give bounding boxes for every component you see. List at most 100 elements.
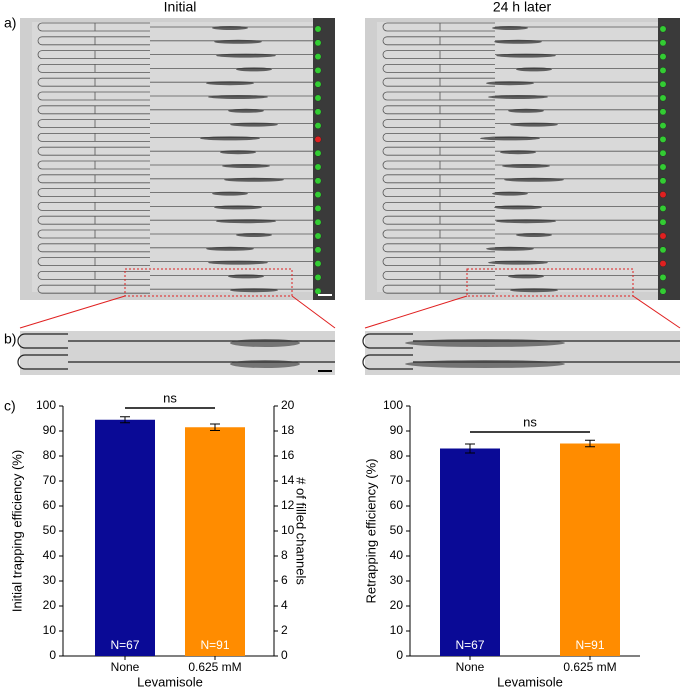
y2-tick-label: 6 <box>281 573 288 587</box>
x-axis-label: Levamisole <box>497 674 563 688</box>
channel-status <box>314 122 322 130</box>
y2-tick-label: 4 <box>281 598 288 612</box>
y-tick-label: 100 <box>383 398 403 412</box>
channel-status <box>314 80 322 88</box>
zoom-image <box>20 331 335 375</box>
image-title: Initial <box>164 0 197 15</box>
zoom-image <box>365 331 680 375</box>
worm <box>492 26 528 30</box>
worm <box>214 39 262 44</box>
worm <box>236 67 272 72</box>
zoom-line <box>364 295 468 329</box>
worm <box>208 260 268 265</box>
scale-bar <box>318 370 332 372</box>
y2-tick-label: 20 <box>281 398 295 412</box>
worm <box>488 95 548 99</box>
channel-status <box>314 39 322 47</box>
y2-axis-label: # of filled channels <box>294 477 309 585</box>
channel-status <box>314 177 322 185</box>
worm <box>228 274 264 279</box>
channel-status <box>314 53 322 60</box>
channel-status <box>659 218 667 226</box>
y-tick-label: 10 <box>390 623 404 637</box>
worm <box>236 233 272 237</box>
channel-status <box>659 177 667 185</box>
zoom-worm <box>230 360 300 368</box>
y-tick-label: 90 <box>390 423 404 437</box>
worm <box>480 136 540 141</box>
error-bar <box>465 443 475 454</box>
zoom-line <box>632 295 681 329</box>
panel-label: b) <box>4 331 16 347</box>
channel-status <box>314 273 322 281</box>
zoom-box <box>124 268 293 297</box>
y-axis-label: Initial trapping efficiency (%) <box>9 450 24 612</box>
significance-label: ns <box>523 414 537 429</box>
y2-tick-label: 18 <box>281 423 295 437</box>
channel-status <box>659 260 667 267</box>
channel-status <box>659 94 667 102</box>
worm <box>206 81 254 86</box>
y2-tick-label: 10 <box>281 523 295 537</box>
y-tick-label: 70 <box>43 473 57 487</box>
y-tick-label: 20 <box>43 598 57 612</box>
worm <box>504 177 564 182</box>
error-bar <box>120 416 130 424</box>
worm <box>222 164 270 168</box>
micrograph-inner <box>32 22 313 292</box>
channel-status <box>314 25 322 33</box>
worm <box>212 26 248 30</box>
worm <box>224 177 284 182</box>
y-tick-label: 60 <box>43 498 57 512</box>
channel-status <box>659 273 667 281</box>
channel-status <box>314 149 322 157</box>
channel-status <box>659 108 667 116</box>
channel <box>37 64 313 73</box>
channel-status <box>314 287 322 295</box>
channel-status <box>659 135 667 143</box>
worm <box>214 205 262 210</box>
scale-bar <box>318 294 332 296</box>
worm <box>212 191 248 196</box>
y2-tick-label: 16 <box>281 448 295 462</box>
panel-label: c) <box>4 398 16 414</box>
panel-label: a) <box>4 15 16 31</box>
channel-status <box>659 80 667 88</box>
bar-label: N=91 <box>575 638 604 652</box>
worm <box>494 205 542 210</box>
worm <box>496 53 556 58</box>
y-tick-label: 70 <box>390 473 404 487</box>
error-bar <box>585 439 595 448</box>
zoom-worm <box>405 360 565 368</box>
zoom-line <box>19 295 126 329</box>
channel-status <box>314 163 322 171</box>
x-tick-label: None <box>111 660 140 674</box>
y-tick-label: 0 <box>49 648 56 662</box>
x-tick-label: None <box>456 660 485 674</box>
worm <box>206 246 254 251</box>
channel <box>37 229 313 239</box>
bar <box>185 427 245 656</box>
channel-status <box>314 67 322 74</box>
zoom-worm <box>230 339 300 347</box>
y-tick-label: 80 <box>390 448 404 462</box>
worm <box>500 150 536 155</box>
x-tick-label: 0.625 mM <box>563 660 616 674</box>
worm <box>200 136 260 141</box>
worm <box>220 150 256 155</box>
y-tick-label: 10 <box>43 623 57 637</box>
y-tick-label: 20 <box>390 598 404 612</box>
y-tick-label: 50 <box>43 523 57 537</box>
worm <box>508 108 544 113</box>
y2-tick-label: 2 <box>281 623 288 637</box>
channel-status <box>659 191 667 199</box>
channel-status <box>659 67 667 74</box>
y-tick-label: 100 <box>36 398 56 412</box>
channel-status <box>659 204 667 212</box>
worm <box>230 288 278 293</box>
error-bar <box>210 423 220 431</box>
y-tick-label: 90 <box>43 423 57 437</box>
zoom-box <box>466 268 634 297</box>
channel-status <box>659 25 667 33</box>
